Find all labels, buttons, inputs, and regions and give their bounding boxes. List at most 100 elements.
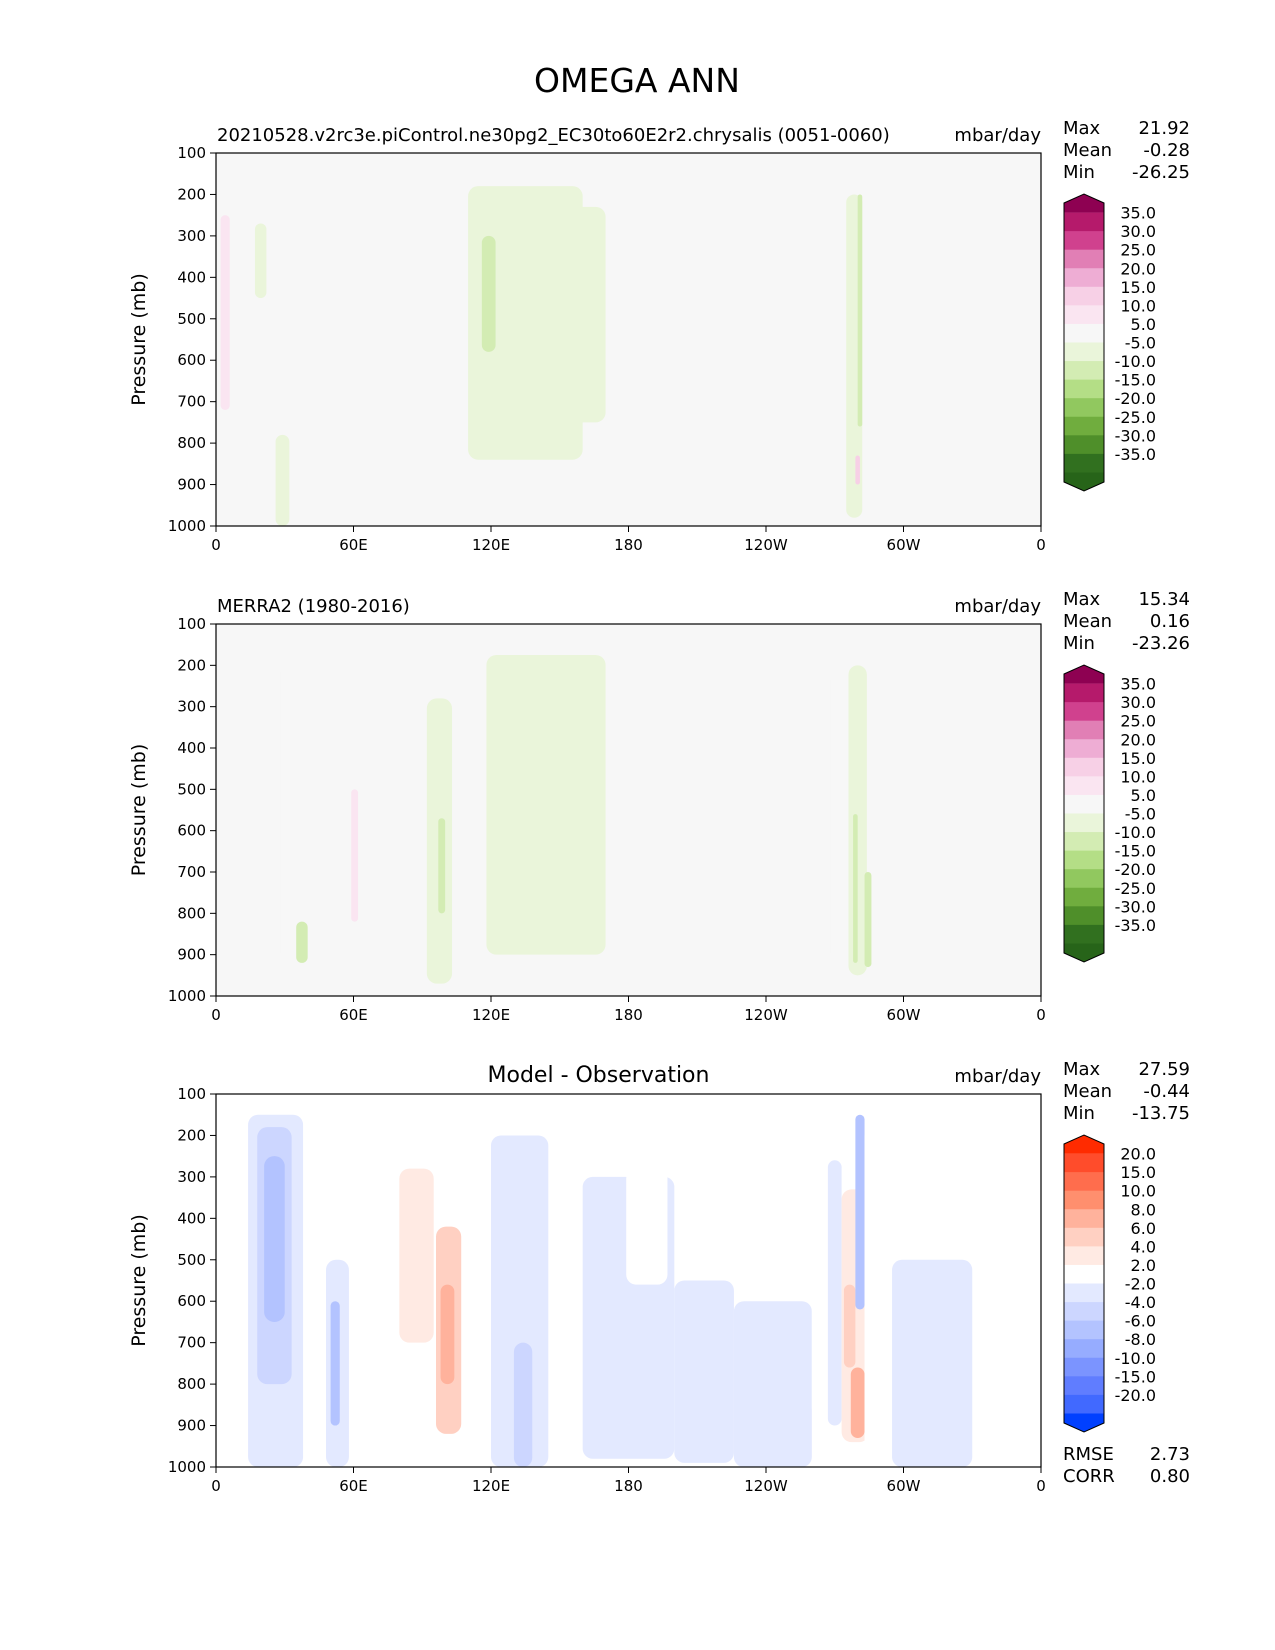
y-tick-label: 300 <box>177 1168 206 1186</box>
x-tick-label: 120E <box>472 536 510 554</box>
colorbar-tick-label: -25.0 <box>1115 879 1156 898</box>
x-tick-label: 60W <box>887 536 921 554</box>
stat-label: CORR <box>1063 1466 1115 1487</box>
contour-region <box>626 1168 668 1285</box>
colorbar-bin <box>1064 398 1104 418</box>
x-tick-label: 120W <box>744 1006 788 1024</box>
y-axis-label: Pressure (mb) <box>128 1214 150 1347</box>
panels: 0 60E 120E 180 120W 60W 0 100 200 300 400 500 600 700… <box>128 118 1190 1495</box>
contour-region <box>314 184 347 485</box>
y-tick-label: 400 <box>177 1209 206 1227</box>
y-tick-label: 500 <box>177 310 206 328</box>
y-tick-label: 700 <box>177 1334 206 1352</box>
contour-region <box>463 1127 478 1459</box>
colorbar-bin <box>1064 720 1104 740</box>
colorbar-bin <box>1064 1320 1104 1340</box>
contour-region <box>216 657 235 988</box>
colorbar-bin <box>1064 453 1104 473</box>
y-tick-label: 1000 <box>168 517 206 535</box>
colorbar-tick-label: 15.0 <box>1120 1163 1156 1182</box>
contour-region <box>733 1301 812 1467</box>
colorbar-bin <box>1064 361 1104 381</box>
units-label: mbar/day <box>954 596 1041 617</box>
y-tick-label: 100 <box>177 615 206 633</box>
y-tick-label: 800 <box>177 434 206 452</box>
colorbar-bin <box>1064 1153 1104 1173</box>
colorbar: 35.030.025.020.015.010.05.0-5.0-10.0-15.… <box>1063 193 1156 492</box>
colorbar-bin <box>1064 435 1104 455</box>
stat-value: -13.75 <box>1132 1103 1190 1124</box>
x-tick-label: 60W <box>887 1477 921 1495</box>
colorbar-bin <box>1064 1302 1104 1322</box>
colorbar-tick-label: 25.0 <box>1120 712 1156 731</box>
x-tick-label: 120E <box>472 1477 510 1495</box>
contour-region <box>766 714 785 976</box>
y-tick-label: 400 <box>177 739 206 757</box>
colorbar-tick-label: -20.0 <box>1115 860 1156 879</box>
contour-region <box>811 1135 831 1418</box>
colorbar-tick-label: -4.0 <box>1125 1293 1156 1312</box>
colorbar: 35.030.025.020.015.010.05.0-5.0-10.0-15.… <box>1063 664 1156 963</box>
stat-label: Max <box>1063 589 1101 610</box>
units-label: mbar/day <box>954 125 1041 146</box>
y-tick-label: 1000 <box>168 1458 206 1476</box>
colorbar-bin <box>1064 212 1104 232</box>
colorbar-tick-label: 35.0 <box>1120 204 1156 223</box>
x-tick-label: 180 <box>614 1006 643 1024</box>
colorbar-bin <box>1064 794 1104 814</box>
colorbar-bin <box>1064 305 1104 325</box>
contour-region <box>1018 1143 1041 1409</box>
colorbar-bin <box>1064 286 1104 306</box>
colorbar-bin <box>1064 850 1104 870</box>
colorbar-bin <box>1064 1227 1104 1247</box>
contour-region <box>850 1367 865 1438</box>
contour-region <box>513 1342 533 1467</box>
contour-region <box>559 206 606 423</box>
y-tick-label: 900 <box>177 476 206 494</box>
colorbar-tick-label: -5.0 <box>1125 334 1156 353</box>
contour-region <box>440 1284 455 1385</box>
colorbar-tick-label: 30.0 <box>1120 693 1156 712</box>
colorbar-tick-label: 6.0 <box>1131 1219 1156 1238</box>
stat-value: 21.92 <box>1138 118 1190 139</box>
colorbar-bin <box>1064 323 1104 343</box>
colorbar-tick-label: 2.0 <box>1131 1256 1156 1275</box>
contour-region <box>892 1259 973 1467</box>
colorbar-tick-label: 5.0 <box>1131 786 1156 805</box>
colorbar-bin <box>1064 1394 1104 1414</box>
contour-region <box>855 455 860 485</box>
colorbar-bin <box>1064 1339 1104 1359</box>
colorbar-bin <box>1064 379 1104 399</box>
y-tick-label: 800 <box>177 1375 206 1393</box>
colorbar-bin <box>1064 906 1104 926</box>
y-tick-label: 200 <box>177 1126 206 1144</box>
x-tick-label: 60E <box>339 1006 368 1024</box>
colorbar-bin <box>1064 1246 1104 1266</box>
stat-label: Max <box>1063 1059 1101 1080</box>
contour-region <box>229 1135 244 1405</box>
colorbar-bin <box>1064 1264 1104 1284</box>
y-tick-label: 1000 <box>168 987 206 1005</box>
contour-region <box>264 1156 285 1322</box>
colorbar-tick-label: -25.0 <box>1115 408 1156 427</box>
y-tick-label: 600 <box>177 1292 206 1310</box>
colorbar-bin <box>1064 683 1104 703</box>
colorbar-tick-label: 20.0 <box>1120 1145 1156 1164</box>
stat-value: -0.44 <box>1143 1081 1190 1102</box>
x-tick-label: 0 <box>211 1006 221 1024</box>
colorbar-tick-label: -5.0 <box>1125 805 1156 824</box>
contour-region <box>275 434 290 526</box>
colorbar: 20.015.010.08.06.04.02.0-2.0-4.0-6.0-8.0… <box>1063 1134 1156 1433</box>
colorbar-tick-label: 20.0 <box>1120 730 1156 749</box>
colorbar-bin <box>1064 702 1104 722</box>
y-tick-label: 800 <box>177 904 206 922</box>
colorbar-tick-label: -15.0 <box>1115 1367 1156 1386</box>
panel-3: 0 60E 120E 180 120W 60W 0 100 200 300 400 500 600 700… <box>128 1059 1190 1495</box>
stat-value: 0.80 <box>1150 1466 1190 1487</box>
contour-region <box>800 669 831 963</box>
colorbar-tick-label: -20.0 <box>1115 1386 1156 1405</box>
contour-region <box>330 1301 340 1426</box>
stat-value: 2.73 <box>1150 1444 1190 1465</box>
colorbar-bin <box>1064 887 1104 907</box>
stat-value: 15.34 <box>1138 589 1190 610</box>
